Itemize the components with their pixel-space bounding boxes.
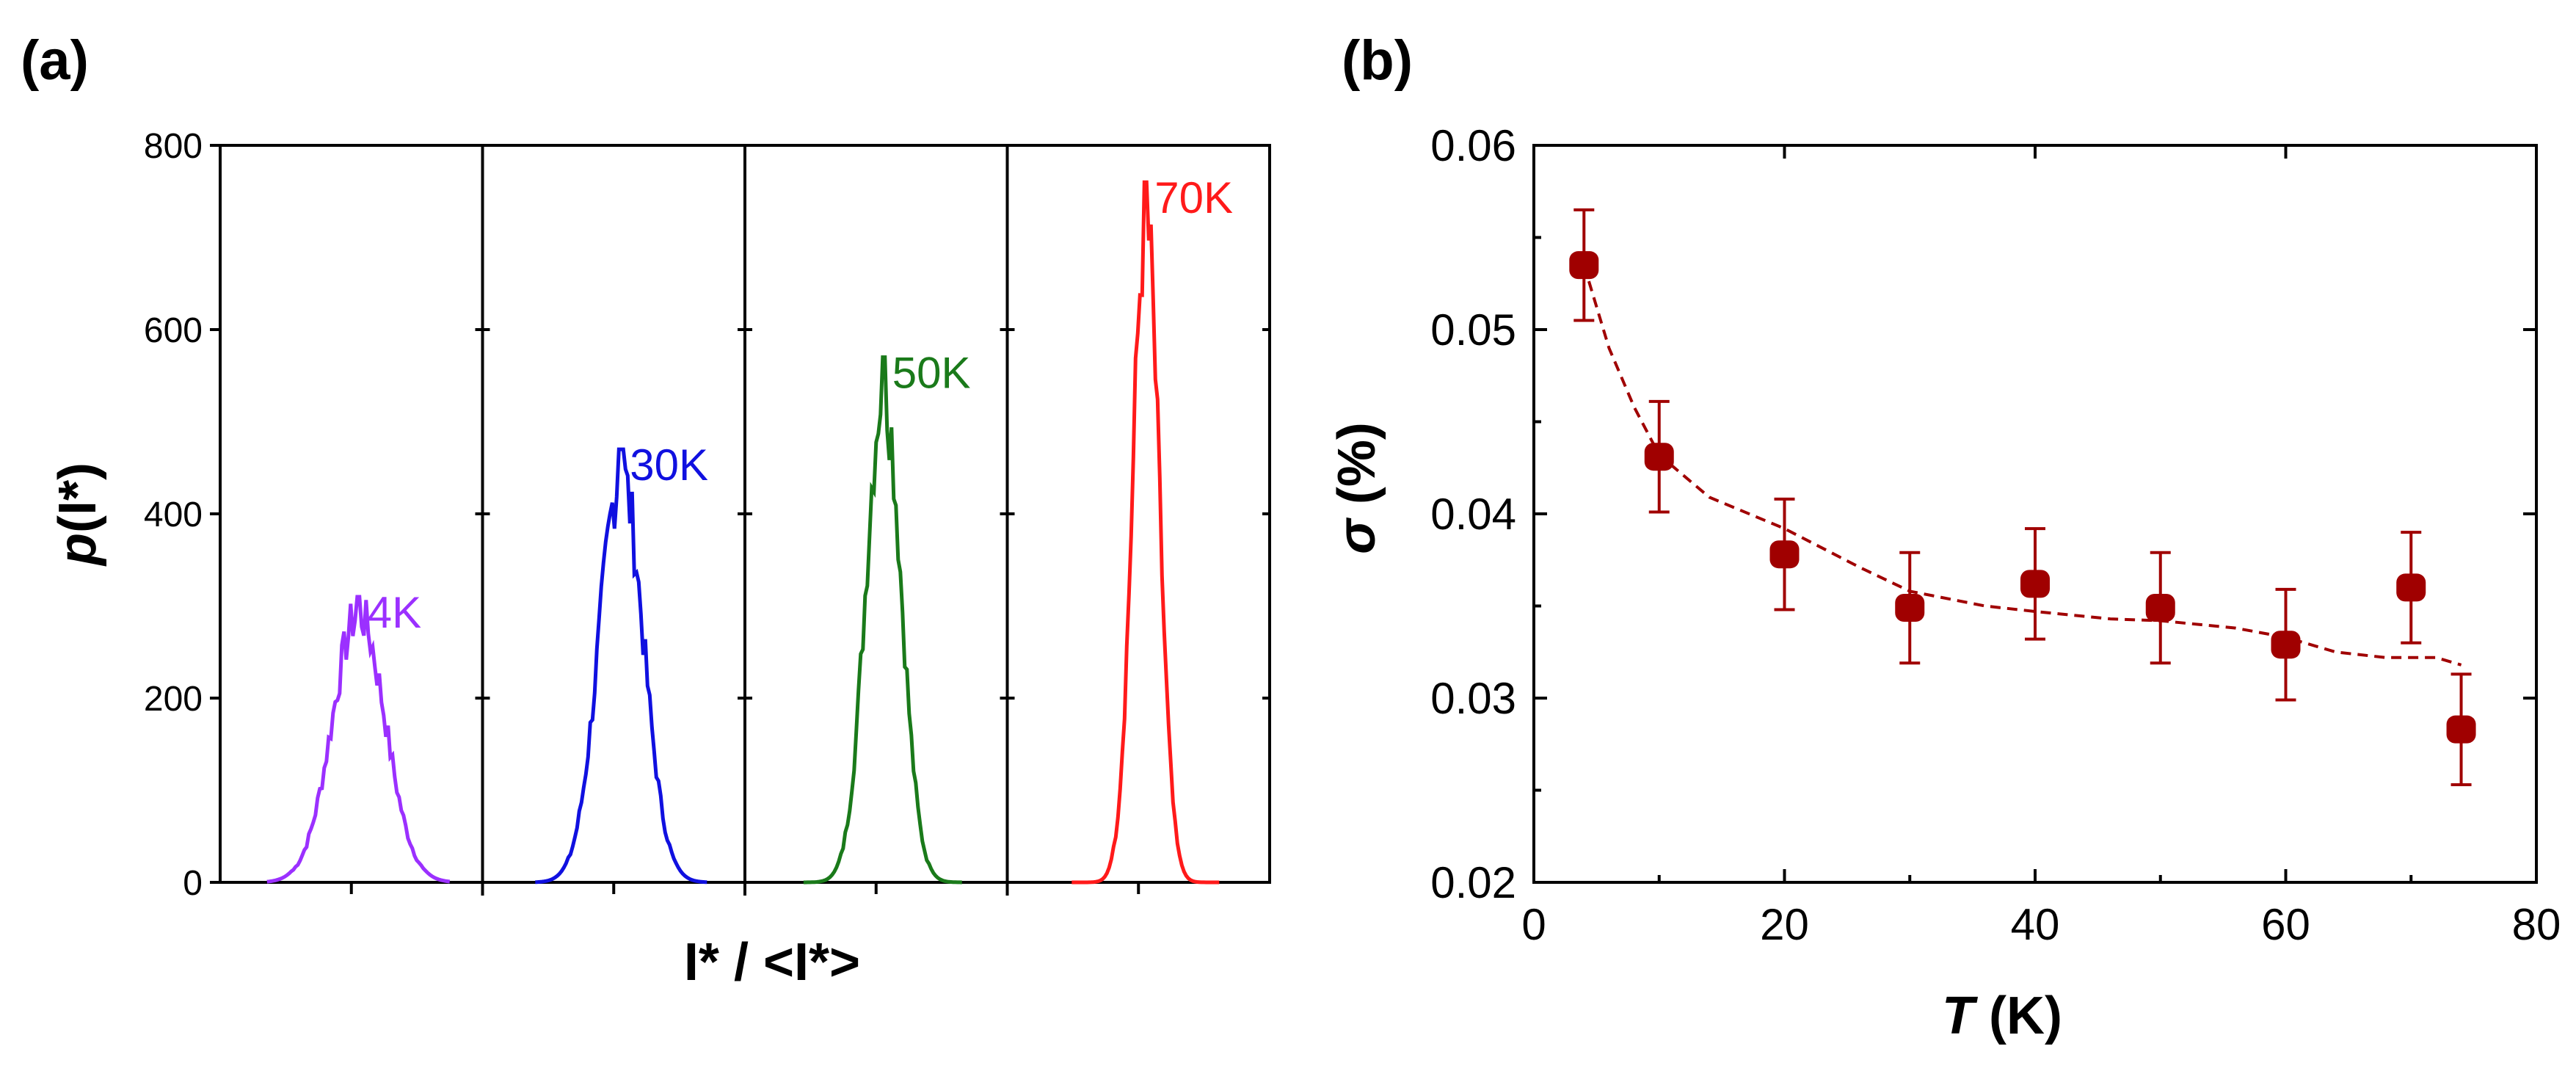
panel-a-label: (a)	[21, 29, 89, 92]
panel-a-y-tick-label: 800	[144, 127, 203, 166]
panel-b-x-tick-label: 80	[2512, 900, 2561, 949]
panel-a-y-ticks: 0 200 400 600 800	[144, 127, 1270, 903]
panel-b-y-axis-title: σ (%)	[1328, 422, 1386, 554]
panel-b-x-tick-label: 60	[2261, 900, 2310, 949]
panel-b-ticks: 0 20 40 60 80 0.02 0.03 0.04 0.05 0.06	[1430, 121, 2561, 949]
peak-label-4K: 4K	[368, 588, 421, 637]
panel-b-x-axis-var: T	[1942, 987, 1979, 1045]
data-point	[1644, 443, 1674, 471]
data-point	[2020, 570, 2050, 598]
panel-b-y-axis-rest: (%)	[1328, 422, 1386, 519]
curve-4K	[266, 595, 451, 884]
data-point	[1569, 251, 1599, 280]
curve-30K	[535, 447, 707, 885]
panel-b-y-axis-var: σ	[1328, 517, 1386, 554]
panel-a-y-tick-label: 200	[144, 680, 203, 719]
panel-b-y-tick-label: 0.06	[1430, 121, 1516, 170]
data-point	[2446, 715, 2476, 744]
panel-a-curves	[266, 180, 1220, 885]
panel-b-x-axis-title: T (K)	[1942, 987, 2062, 1045]
panel-b-x-axis-rest: (K)	[1974, 987, 2062, 1045]
panel-b-data-points	[1569, 251, 2476, 744]
curve-70K	[1071, 180, 1220, 885]
panel-a-y-tick-label: 400	[144, 495, 203, 534]
panel-a-y-axis-var: p	[48, 533, 107, 567]
panel-a-y-tick-label: 600	[144, 311, 203, 350]
panel-b-y-tick-label: 0.05	[1430, 305, 1516, 355]
panel-a-peak-labels: 4K 30K 50K 70K	[368, 173, 1233, 637]
data-point	[2396, 573, 2426, 602]
panel-b-chart: 0 20 40 60 80 0.02 0.03 0.04 0.05 0.06 T (K) σ (%…	[1328, 121, 2561, 1045]
panel-b-y-tick-label: 0.04	[1430, 490, 1516, 539]
curve-50K	[803, 355, 962, 885]
panel-a-y-axis-title: p(I*)	[48, 462, 107, 567]
data-point	[1895, 594, 1925, 622]
data-point	[1769, 540, 1800, 569]
panel-a-y-tick-label: 0	[183, 864, 203, 903]
panel-b-error-bars	[1573, 208, 2472, 786]
panel-b-label: (b)	[1342, 29, 1413, 92]
panel-b-y-tick-label: 0.03	[1430, 674, 1516, 723]
panel-a-x-axis-title: I* / <I*>	[684, 933, 860, 992]
panel-a-chart: 0 200 400 600 800 4K 30K 50K 70K I* / <I*> p(I*…	[48, 127, 1271, 992]
data-point	[2145, 594, 2175, 622]
peak-label-70K: 70K	[1154, 173, 1233, 222]
panel-b-y-tick-label: 0.02	[1430, 858, 1516, 907]
panel-a-y-axis-rest: (I*)	[48, 462, 107, 533]
peak-label-50K: 50K	[892, 349, 971, 398]
panel-b-x-tick-label: 20	[1760, 900, 1809, 949]
panel-b-x-tick-label: 40	[2011, 900, 2060, 949]
panel-b-x-tick-label: 0	[1521, 900, 1546, 949]
data-point	[2271, 631, 2301, 659]
peak-label-30K: 30K	[630, 440, 708, 490]
